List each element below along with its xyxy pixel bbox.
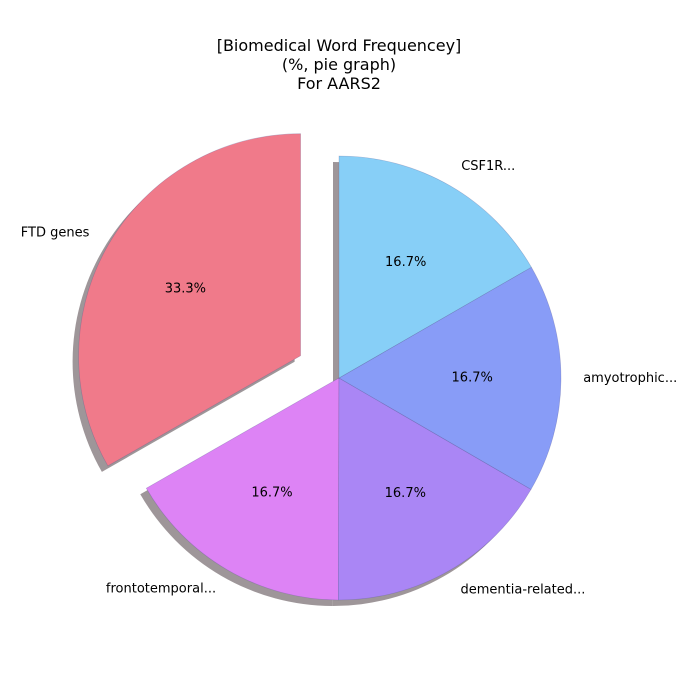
- chart-title-line-3: For AARS2: [297, 74, 381, 93]
- slice-pct-csf1r: 16.7%: [385, 255, 426, 270]
- slice-amyotrophic: [338, 266, 562, 490]
- slice-dementia-related: [337, 377, 532, 601]
- slice-label-dementia-related: dementia-related...: [461, 582, 586, 597]
- chart-title-line-2: (%, pie graph): [281, 55, 397, 74]
- slice-label-csf1r: CSF1R...: [461, 159, 515, 174]
- slice-label-frontotemporal: frontotemporal...: [106, 582, 216, 597]
- slice-ftd-genes: [78, 133, 301, 467]
- slice-pct-dementia-related: 16.7%: [385, 486, 426, 501]
- slice-frontotemporal: [145, 377, 340, 601]
- slice-pct-frontotemporal: 16.7%: [251, 486, 292, 501]
- slice-csf1r: [338, 155, 532, 379]
- slice-label-amyotrophic: amyotrophic...: [583, 371, 677, 386]
- slice-label-ftd-genes: FTD genes: [21, 226, 90, 241]
- pie-labels: FTD genes 33.3% frontotemporal... 16.7% deme…: [21, 159, 677, 597]
- chart-title-line-1: [Biomedical Word Frequencey]: [216, 36, 462, 55]
- slice-pct-ftd-genes: 33.3%: [165, 281, 206, 296]
- pie-slices: [78, 133, 562, 601]
- slice-pct-amyotrophic: 16.7%: [452, 371, 493, 386]
- chart-title: [Biomedical Word Frequencey] (%, pie gra…: [0, 36, 678, 93]
